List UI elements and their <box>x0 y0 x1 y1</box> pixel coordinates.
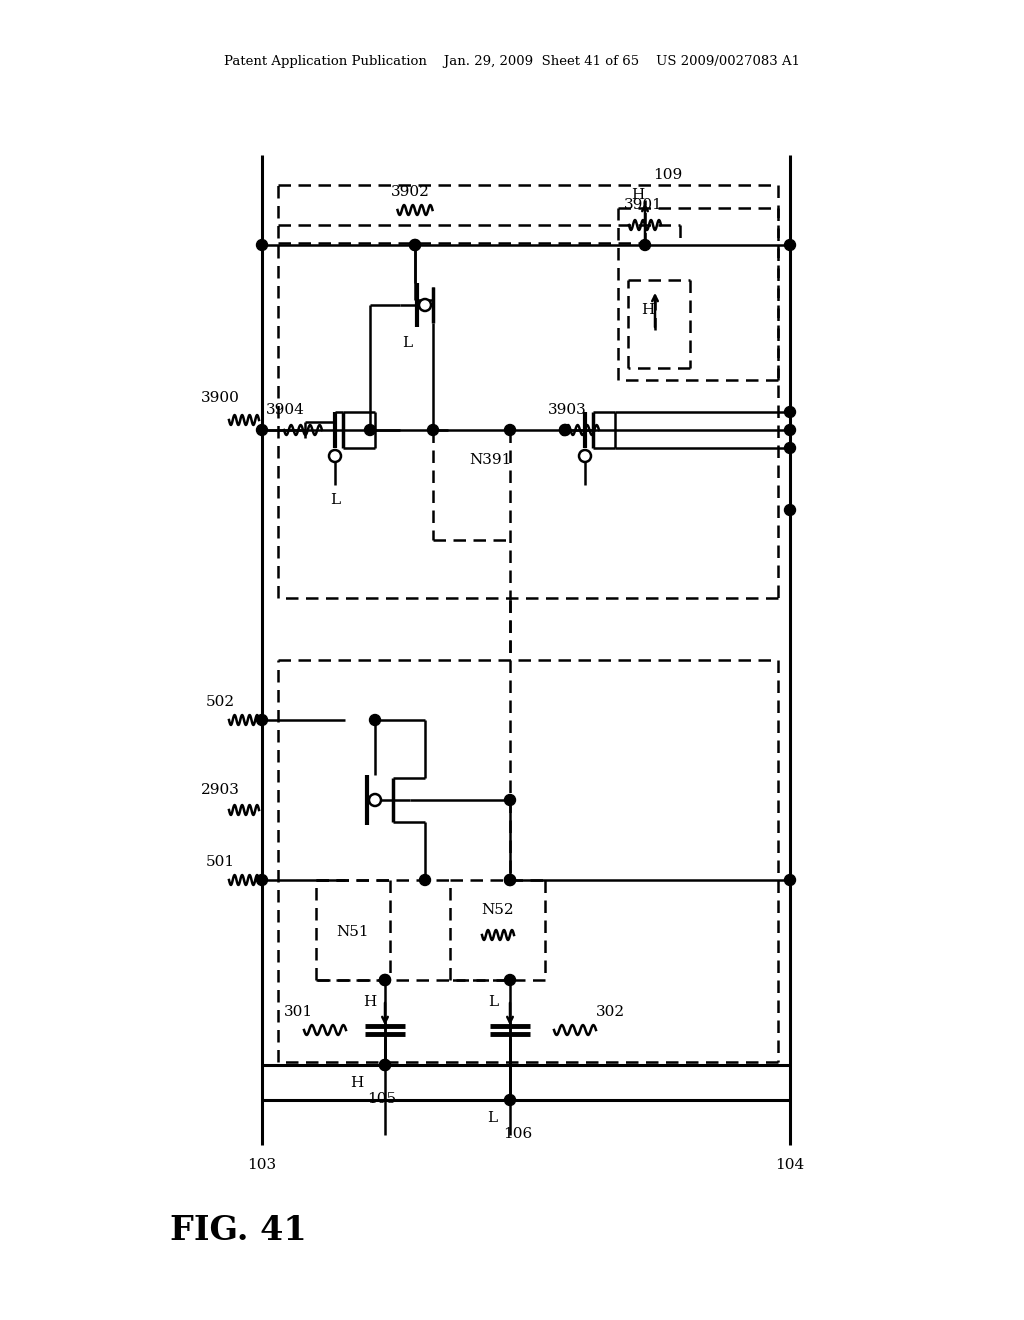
Text: H: H <box>364 995 377 1008</box>
Text: 3900: 3900 <box>201 391 240 405</box>
Circle shape <box>784 874 796 886</box>
Circle shape <box>784 239 796 251</box>
Text: FIG. 41: FIG. 41 <box>170 1213 307 1246</box>
Circle shape <box>410 239 421 251</box>
Circle shape <box>505 874 515 886</box>
Text: L: L <box>487 1111 497 1125</box>
Text: 106: 106 <box>504 1127 532 1140</box>
Circle shape <box>784 407 796 417</box>
Text: H: H <box>641 304 654 317</box>
Circle shape <box>380 1060 390 1071</box>
Text: 3901: 3901 <box>624 198 663 213</box>
Text: N52: N52 <box>481 903 514 917</box>
Circle shape <box>370 714 381 726</box>
Circle shape <box>505 874 515 886</box>
Text: 3903: 3903 <box>548 403 587 417</box>
Circle shape <box>640 239 650 251</box>
Circle shape <box>380 1060 390 1071</box>
Text: 103: 103 <box>248 1158 276 1172</box>
Circle shape <box>256 425 267 436</box>
Text: L: L <box>488 995 498 1008</box>
Circle shape <box>419 300 431 312</box>
Text: 302: 302 <box>595 1005 625 1019</box>
Circle shape <box>784 425 796 436</box>
Circle shape <box>369 795 381 807</box>
Circle shape <box>505 795 515 805</box>
Circle shape <box>256 874 267 886</box>
Text: 3904: 3904 <box>265 403 304 417</box>
Text: L: L <box>330 492 340 507</box>
Text: H: H <box>632 187 645 202</box>
Circle shape <box>505 974 515 986</box>
Text: 301: 301 <box>284 1005 312 1019</box>
Text: Patent Application Publication    Jan. 29, 2009  Sheet 41 of 65    US 2009/00270: Patent Application Publication Jan. 29, … <box>224 55 800 69</box>
Circle shape <box>410 239 421 251</box>
Circle shape <box>256 714 267 726</box>
Text: 3902: 3902 <box>390 185 429 199</box>
Circle shape <box>505 1094 515 1106</box>
Circle shape <box>365 425 376 436</box>
Circle shape <box>420 874 430 886</box>
Circle shape <box>784 442 796 454</box>
Text: 502: 502 <box>206 696 234 709</box>
Text: 104: 104 <box>775 1158 805 1172</box>
Text: 109: 109 <box>653 168 683 182</box>
Text: L: L <box>402 337 412 350</box>
Circle shape <box>559 425 570 436</box>
Text: N51: N51 <box>337 925 370 939</box>
Circle shape <box>784 504 796 516</box>
Text: H: H <box>350 1076 364 1090</box>
Circle shape <box>559 425 570 436</box>
Circle shape <box>380 974 390 986</box>
Circle shape <box>380 974 390 986</box>
Circle shape <box>579 450 591 462</box>
Circle shape <box>505 425 515 436</box>
Text: 501: 501 <box>206 855 234 869</box>
Circle shape <box>256 239 267 251</box>
Circle shape <box>427 425 438 436</box>
Text: 2903: 2903 <box>201 783 240 797</box>
Text: N391: N391 <box>469 453 511 467</box>
Text: 105: 105 <box>368 1092 396 1106</box>
Circle shape <box>329 450 341 462</box>
